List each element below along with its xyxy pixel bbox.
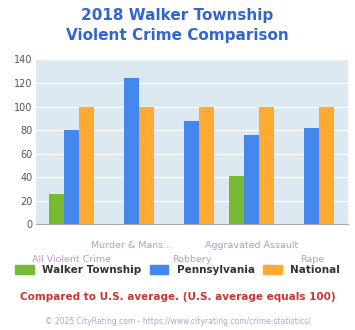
Bar: [49, 194, 64, 224]
Text: Rape: Rape: [300, 255, 324, 264]
Bar: [229, 176, 244, 224]
Text: Murder & Mans...: Murder & Mans...: [91, 241, 172, 250]
Text: All Violent Crime: All Violent Crime: [32, 255, 111, 264]
Bar: [139, 107, 154, 224]
Bar: [320, 107, 334, 224]
Text: Violent Crime Comparison: Violent Crime Comparison: [66, 28, 289, 43]
Bar: [64, 130, 79, 224]
Bar: [244, 135, 259, 224]
Legend: Walker Township, Pennsylvania, National: Walker Township, Pennsylvania, National: [11, 261, 344, 280]
Bar: [199, 107, 214, 224]
Bar: [124, 78, 139, 224]
Text: Robbery: Robbery: [172, 255, 212, 264]
Text: 2018 Walker Township: 2018 Walker Township: [81, 8, 274, 23]
Text: Aggravated Assault: Aggravated Assault: [205, 241, 299, 250]
Text: Compared to U.S. average. (U.S. average equals 100): Compared to U.S. average. (U.S. average …: [20, 292, 335, 302]
Bar: [259, 107, 274, 224]
Bar: [304, 128, 320, 224]
Text: © 2025 CityRating.com - https://www.cityrating.com/crime-statistics/: © 2025 CityRating.com - https://www.city…: [45, 317, 310, 326]
Bar: [184, 121, 199, 224]
Bar: [79, 107, 94, 224]
